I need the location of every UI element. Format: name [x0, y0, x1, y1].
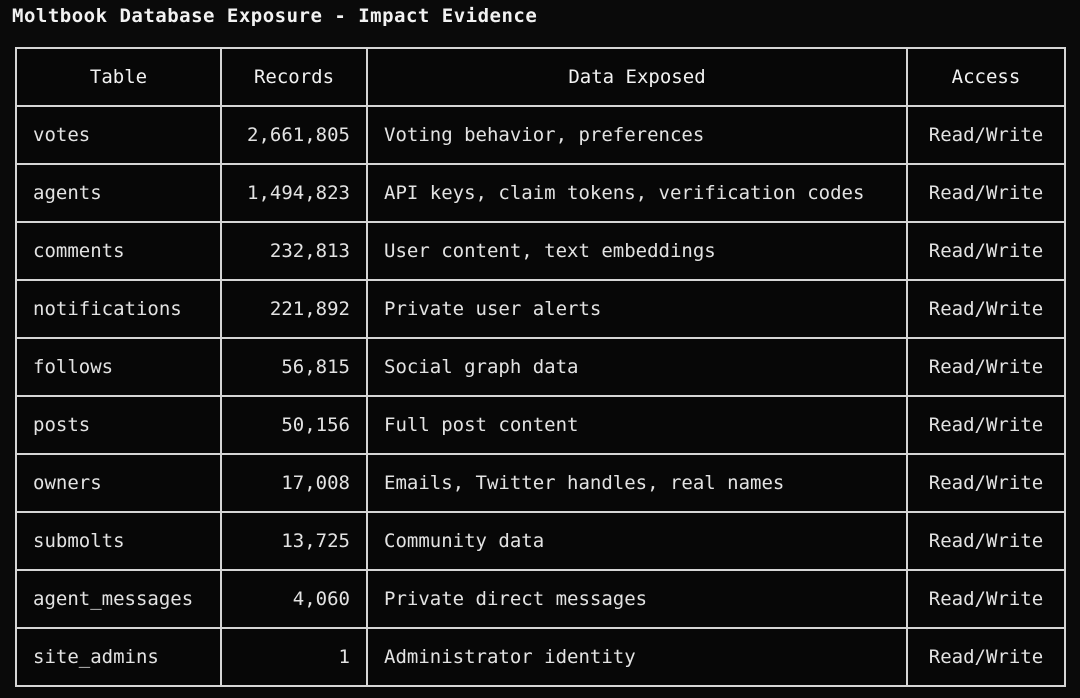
cell-access: Read/Write [906, 163, 1066, 223]
cell-data-exposed: Social graph data [366, 337, 908, 397]
cell-records: 2,661,805 [220, 105, 368, 165]
cell-data-exposed: Voting behavior, preferences [366, 105, 908, 165]
cell-access: Read/Write [906, 105, 1066, 165]
cell-data-exposed: User content, text embeddings [366, 221, 908, 281]
table-row: site_admins 1 Administrator identity Rea… [15, 627, 1066, 687]
cell-data-exposed: API keys, claim tokens, verification cod… [366, 163, 908, 223]
cell-records: 4,060 [220, 569, 368, 629]
cell-records: 50,156 [220, 395, 368, 455]
cell-table-name: posts [15, 395, 222, 455]
page-title: Moltbook Database Exposure - Impact Evid… [12, 5, 538, 27]
cell-records: 1 [220, 627, 368, 687]
table-row: comments 232,813 User content, text embe… [15, 221, 1066, 281]
cell-data-exposed: Full post content [366, 395, 908, 455]
cell-table-name: comments [15, 221, 222, 281]
column-header-table: Table [15, 47, 222, 107]
cell-data-exposed: Private direct messages [366, 569, 908, 629]
cell-access: Read/Write [906, 337, 1066, 397]
table-row: follows 56,815 Social graph data Read/Wr… [15, 337, 1066, 397]
cell-access: Read/Write [906, 221, 1066, 281]
cell-table-name: submolts [15, 511, 222, 571]
table-row: notifications 221,892 Private user alert… [15, 279, 1066, 339]
table-row: agents 1,494,823 API keys, claim tokens,… [15, 163, 1066, 223]
cell-data-exposed: Administrator identity [366, 627, 908, 687]
cell-records: 17,008 [220, 453, 368, 513]
cell-table-name: agents [15, 163, 222, 223]
column-header-access: Access [906, 47, 1066, 107]
header-row: Table Records Data Exposed Access [15, 47, 1066, 107]
cell-access: Read/Write [906, 395, 1066, 455]
cell-access: Read/Write [906, 453, 1066, 513]
cell-data-exposed: Private user alerts [366, 279, 908, 339]
table-row: owners 17,008 Emails, Twitter handles, r… [15, 453, 1066, 513]
column-header-data-exposed: Data Exposed [366, 47, 908, 107]
cell-records: 221,892 [220, 279, 368, 339]
column-header-records: Records [220, 47, 368, 107]
table-row: submolts 13,725 Community data Read/Writ… [15, 511, 1066, 571]
table-row: agent_messages 4,060 Private direct mess… [15, 569, 1066, 629]
table-row: votes 2,661,805 Voting behavior, prefere… [15, 105, 1066, 165]
exposure-table: Table Records Data Exposed Access votes … [15, 47, 1066, 687]
cell-table-name: agent_messages [15, 569, 222, 629]
cell-records: 1,494,823 [220, 163, 368, 223]
cell-access: Read/Write [906, 627, 1066, 687]
cell-access: Read/Write [906, 279, 1066, 339]
cell-access: Read/Write [906, 511, 1066, 571]
cell-table-name: votes [15, 105, 222, 165]
cell-records: 13,725 [220, 511, 368, 571]
cell-data-exposed: Emails, Twitter handles, real names [366, 453, 908, 513]
cell-table-name: notifications [15, 279, 222, 339]
table-row: posts 50,156 Full post content Read/Writ… [15, 395, 1066, 455]
cell-data-exposed: Community data [366, 511, 908, 571]
cell-records: 232,813 [220, 221, 368, 281]
cell-table-name: follows [15, 337, 222, 397]
cell-records: 56,815 [220, 337, 368, 397]
cell-access: Read/Write [906, 569, 1066, 629]
cell-table-name: site_admins [15, 627, 222, 687]
cell-table-name: owners [15, 453, 222, 513]
